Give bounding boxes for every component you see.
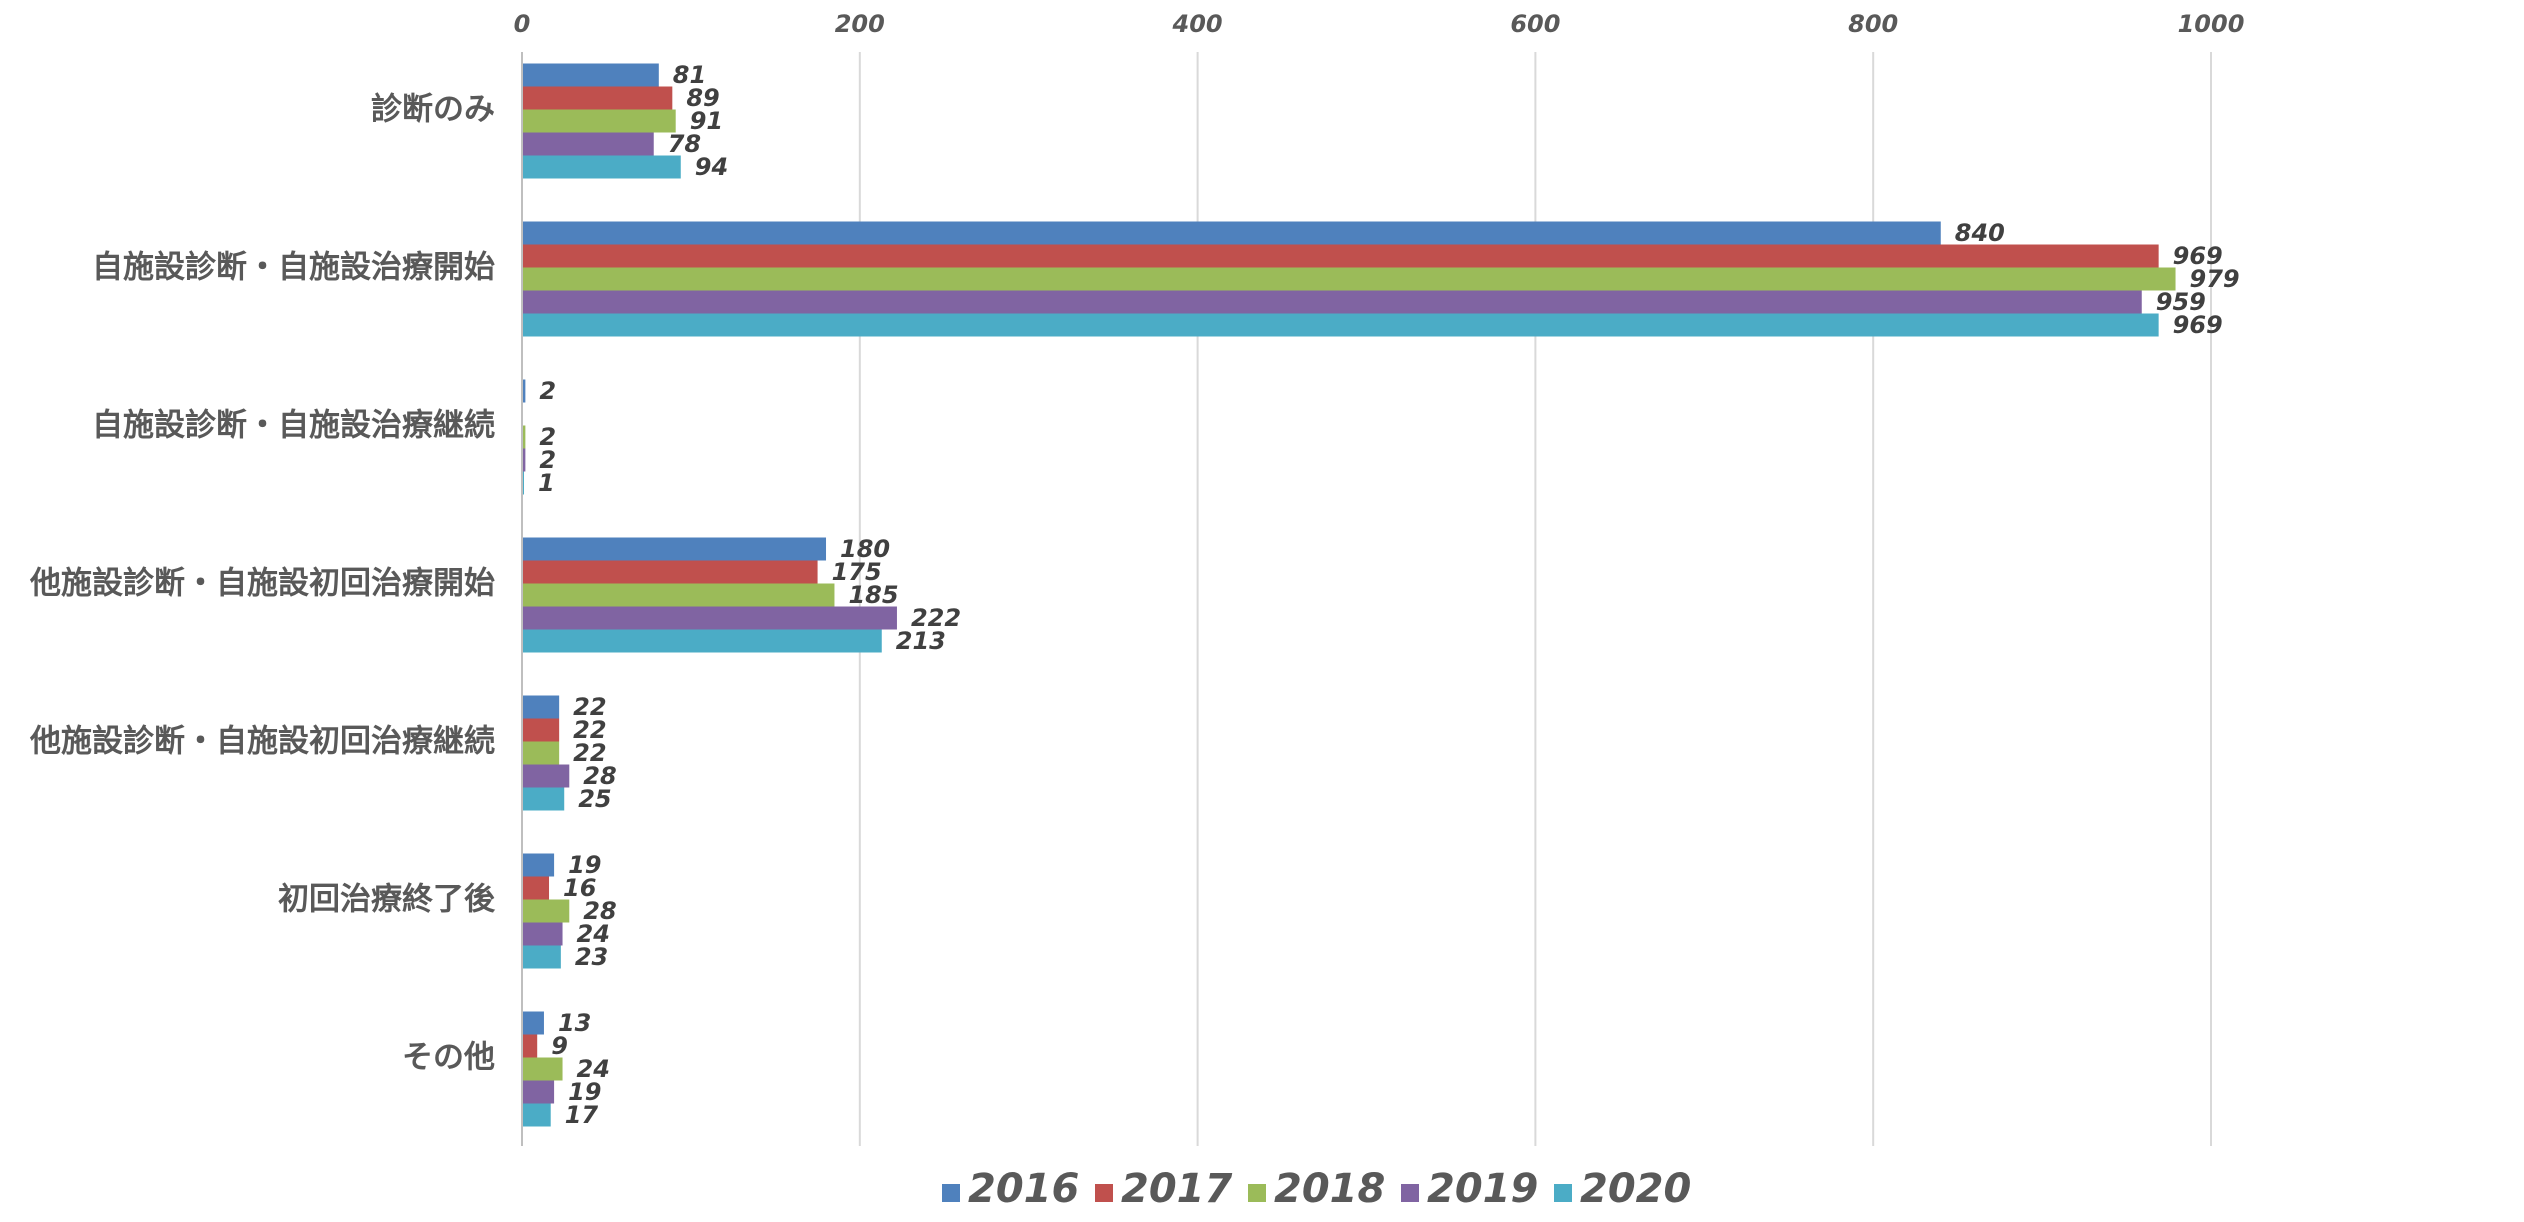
data-label: 2: [539, 423, 556, 451]
x-tick-label: 200: [835, 10, 885, 38]
data-label: 17: [565, 1101, 599, 1129]
legend-label: 2019: [1427, 1166, 1538, 1212]
legend-swatch-2020: [1554, 1184, 1572, 1202]
bar-2018: [522, 741, 560, 765]
bar-2019: [522, 132, 654, 156]
data-label: 2: [539, 446, 556, 474]
category-labels: 診断のみ自施設診断・自施設治療開始自施設診断・自施設治療継続他施設診断・自施設初…: [29, 92, 496, 1076]
bar-2016: [522, 853, 555, 877]
data-label: 23: [575, 943, 608, 971]
data-label: 28: [583, 762, 616, 790]
data-label: 81: [673, 61, 706, 89]
category-label: 初回治療終了後: [278, 882, 496, 918]
data-label: 91: [690, 107, 723, 135]
data-label: 19: [568, 851, 601, 879]
bar-2019: [522, 764, 570, 788]
legend-label: 2016: [968, 1166, 1079, 1212]
bar-2016: [522, 537, 827, 561]
bar-2016: [522, 221, 1941, 245]
x-axis-ticks: 0 200 400 600 800 1000: [514, 10, 2245, 38]
legend-label: 2020: [1580, 1166, 1691, 1212]
category-label: 自施設診断・自施設治療開始: [92, 250, 495, 286]
data-label: 969: [2173, 311, 2223, 339]
data-label: 180: [840, 535, 890, 563]
data-label: 16: [563, 874, 596, 902]
data-label: 19: [568, 1078, 601, 1106]
data-label: 89: [686, 84, 719, 112]
bar-2017: [522, 244, 2159, 268]
bar-2020: [522, 629, 882, 653]
bar-2016: [522, 695, 560, 719]
legend-label: 2018: [1274, 1166, 1385, 1212]
bar-2017: [522, 876, 550, 900]
bar-2016: [522, 63, 659, 87]
data-label: 22: [573, 716, 606, 744]
x-tick-label: 800: [1848, 10, 1898, 38]
bar-2018: [522, 267, 2176, 291]
bar-2018: [522, 109, 676, 133]
category-label: その他: [402, 1040, 495, 1076]
bars: [522, 63, 2176, 1127]
bar-2020: [522, 155, 681, 179]
data-label: 840: [1955, 219, 2005, 247]
bar-2019: [522, 290, 2142, 314]
category-label: 他施設診断・自施設初回治療継続: [29, 724, 495, 760]
bar-2020: [522, 787, 565, 811]
bar-2019: [522, 606, 897, 630]
data-label: 78: [668, 130, 701, 158]
data-label: 9: [551, 1032, 568, 1060]
data-label: 222: [911, 604, 961, 632]
bar-2019: [522, 922, 563, 946]
data-label: 969: [2173, 242, 2223, 270]
data-label: 1: [538, 469, 555, 497]
bar-2019: [522, 1080, 555, 1104]
bar-2020: [522, 1103, 551, 1127]
data-label: 25: [578, 785, 611, 813]
bar-2020: [522, 945, 561, 969]
bar-2017: [522, 560, 818, 584]
data-label: 959: [2156, 288, 2206, 316]
legend: 2016 2017 2018 2019 2020: [942, 1166, 1691, 1212]
data-label: 24: [577, 920, 610, 948]
data-label: 13: [558, 1009, 591, 1037]
bar-2018: [522, 899, 570, 923]
data-label: 94: [695, 153, 728, 181]
data-label: 175: [832, 558, 882, 586]
legend-swatch-2019: [1401, 1184, 1419, 1202]
x-tick-label: 400: [1172, 10, 1223, 38]
bar-2017: [522, 718, 560, 742]
bar-2018: [522, 1057, 563, 1081]
data-label: 22: [573, 739, 606, 767]
bar-2016: [522, 1011, 544, 1035]
legend-label: 2017: [1121, 1166, 1232, 1212]
legend-swatch-2016: [942, 1184, 960, 1202]
category-label: 他施設診断・自施設初回治療開始: [29, 566, 495, 602]
bar-2017: [522, 86, 673, 110]
data-labels: 8189917894840969979959969222118017518522…: [538, 61, 2240, 1129]
x-tick-label: 600: [1510, 10, 1560, 38]
bar-2016: [522, 379, 526, 403]
data-label: 2: [539, 377, 556, 405]
bar-2020: [522, 313, 2159, 337]
bar-2019: [522, 448, 526, 472]
data-label: 185: [848, 581, 898, 609]
x-tick-label: 1000: [2178, 10, 2245, 38]
bar-2018: [522, 425, 526, 449]
data-label: 979: [2190, 265, 2240, 293]
bar-2018: [522, 583, 835, 607]
category-label: 診断のみ: [371, 92, 495, 128]
gridlines: [858, 52, 2212, 1146]
bar-2017: [522, 1034, 538, 1058]
data-label: 28: [583, 897, 616, 925]
data-label: 24: [577, 1055, 610, 1083]
data-label: 213: [896, 627, 946, 655]
x-tick-label: 0: [514, 10, 531, 38]
legend-swatch-2017: [1095, 1184, 1113, 1202]
category-label: 自施設診断・自施設治療継続: [92, 408, 495, 444]
legend-swatch-2018: [1248, 1184, 1266, 1202]
data-label: 22: [573, 693, 606, 721]
